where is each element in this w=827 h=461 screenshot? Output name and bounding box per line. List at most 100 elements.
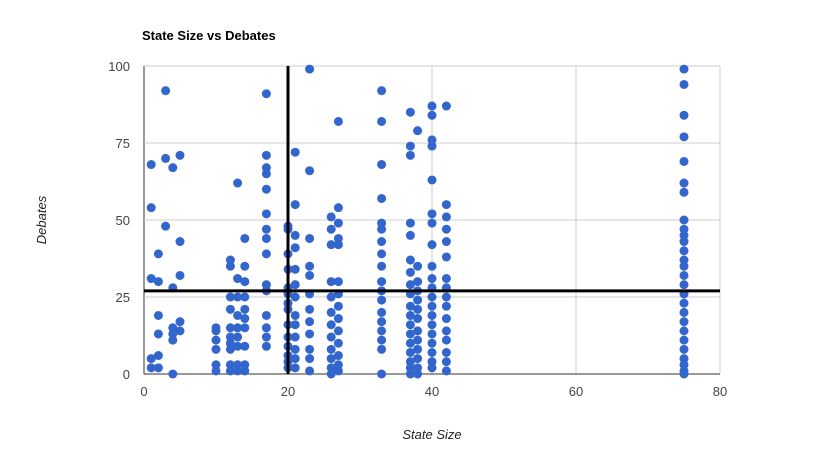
data-point: [333, 277, 343, 287]
data-point: [333, 366, 343, 376]
data-point: [305, 270, 315, 280]
data-point: [405, 150, 415, 160]
x-axis-title: State Size: [402, 427, 461, 442]
data-point: [240, 323, 250, 333]
data-point: [679, 237, 689, 247]
data-point: [175, 150, 185, 160]
data-point: [413, 369, 423, 379]
data-point: [427, 292, 437, 302]
data-point: [405, 363, 415, 373]
data-point: [679, 298, 689, 308]
data-point: [326, 354, 336, 364]
data-point: [441, 326, 451, 336]
data-point: [377, 116, 387, 126]
data-point: [233, 366, 243, 376]
x-tick-label: 20: [281, 384, 295, 399]
data-point: [413, 363, 423, 373]
data-point: [413, 261, 423, 271]
data-point: [211, 360, 221, 370]
data-point: [679, 369, 689, 379]
data-point: [261, 150, 271, 160]
data-point: [233, 341, 243, 351]
data-point: [679, 317, 689, 327]
chart-title: State Size vs Debates: [142, 28, 276, 43]
data-point: [377, 317, 387, 327]
data-point: [679, 280, 689, 290]
data-point: [290, 332, 300, 342]
data-point: [240, 366, 250, 376]
data-point: [305, 261, 315, 271]
data-point: [405, 320, 415, 330]
data-point: [377, 237, 387, 247]
data-point: [441, 101, 451, 111]
data-point: [441, 252, 451, 262]
x-tick-label: 80: [713, 384, 727, 399]
data-point: [233, 292, 243, 302]
data-point: [427, 347, 437, 357]
data-point: [326, 307, 336, 317]
data-point: [333, 116, 343, 126]
data-point: [153, 249, 163, 259]
data-point: [168, 335, 178, 345]
reference-lines: [144, 66, 720, 374]
data-point: [290, 280, 300, 290]
data-point: [146, 363, 156, 373]
data-point: [441, 335, 451, 345]
data-point: [405, 255, 415, 265]
data-point: [679, 255, 689, 265]
data-point: [240, 304, 250, 314]
data-point: [153, 329, 163, 339]
x-tick-label: 60: [569, 384, 583, 399]
data-point: [225, 292, 235, 302]
data-point: [225, 304, 235, 314]
data-point: [175, 326, 185, 336]
data-point: [211, 366, 221, 376]
data-point: [427, 261, 437, 271]
data-point: [333, 301, 343, 311]
data-point: [290, 310, 300, 320]
data-point: [679, 335, 689, 345]
data-point: [405, 338, 415, 348]
data-point: [326, 277, 336, 287]
data-point: [305, 64, 315, 74]
data-point: [146, 354, 156, 364]
data-point: [333, 314, 343, 324]
data-point: [326, 320, 336, 330]
data-point: [261, 233, 271, 243]
data-point: [405, 107, 415, 117]
data-point: [427, 141, 437, 151]
data-point: [413, 326, 423, 336]
data-point: [240, 360, 250, 370]
data-point: [233, 332, 243, 342]
data-point: [413, 126, 423, 136]
data-point: [261, 224, 271, 234]
data-point: [168, 329, 178, 339]
data-point: [175, 237, 185, 247]
data-point: [413, 354, 423, 364]
data-point: [290, 363, 300, 373]
data-point: [377, 261, 387, 271]
data-point: [413, 277, 423, 287]
data-point: [377, 218, 387, 228]
data-point: [333, 218, 343, 228]
data-point: [305, 329, 315, 339]
data-point: [233, 274, 243, 284]
data-point: [305, 166, 315, 176]
data-point: [679, 360, 689, 370]
data-point: [261, 310, 271, 320]
data-point: [326, 369, 336, 379]
data-point: [413, 335, 423, 345]
data-point: [405, 218, 415, 228]
data-point: [290, 264, 300, 274]
data-point: [290, 200, 300, 210]
data-point: [679, 64, 689, 74]
data-point: [405, 280, 415, 290]
data-point: [427, 240, 437, 250]
data-point: [333, 326, 343, 336]
data-point: [305, 304, 315, 314]
data-point: [679, 132, 689, 142]
data-point: [240, 277, 250, 287]
data-point: [377, 344, 387, 354]
data-point: [240, 292, 250, 302]
data-point: [290, 320, 300, 330]
